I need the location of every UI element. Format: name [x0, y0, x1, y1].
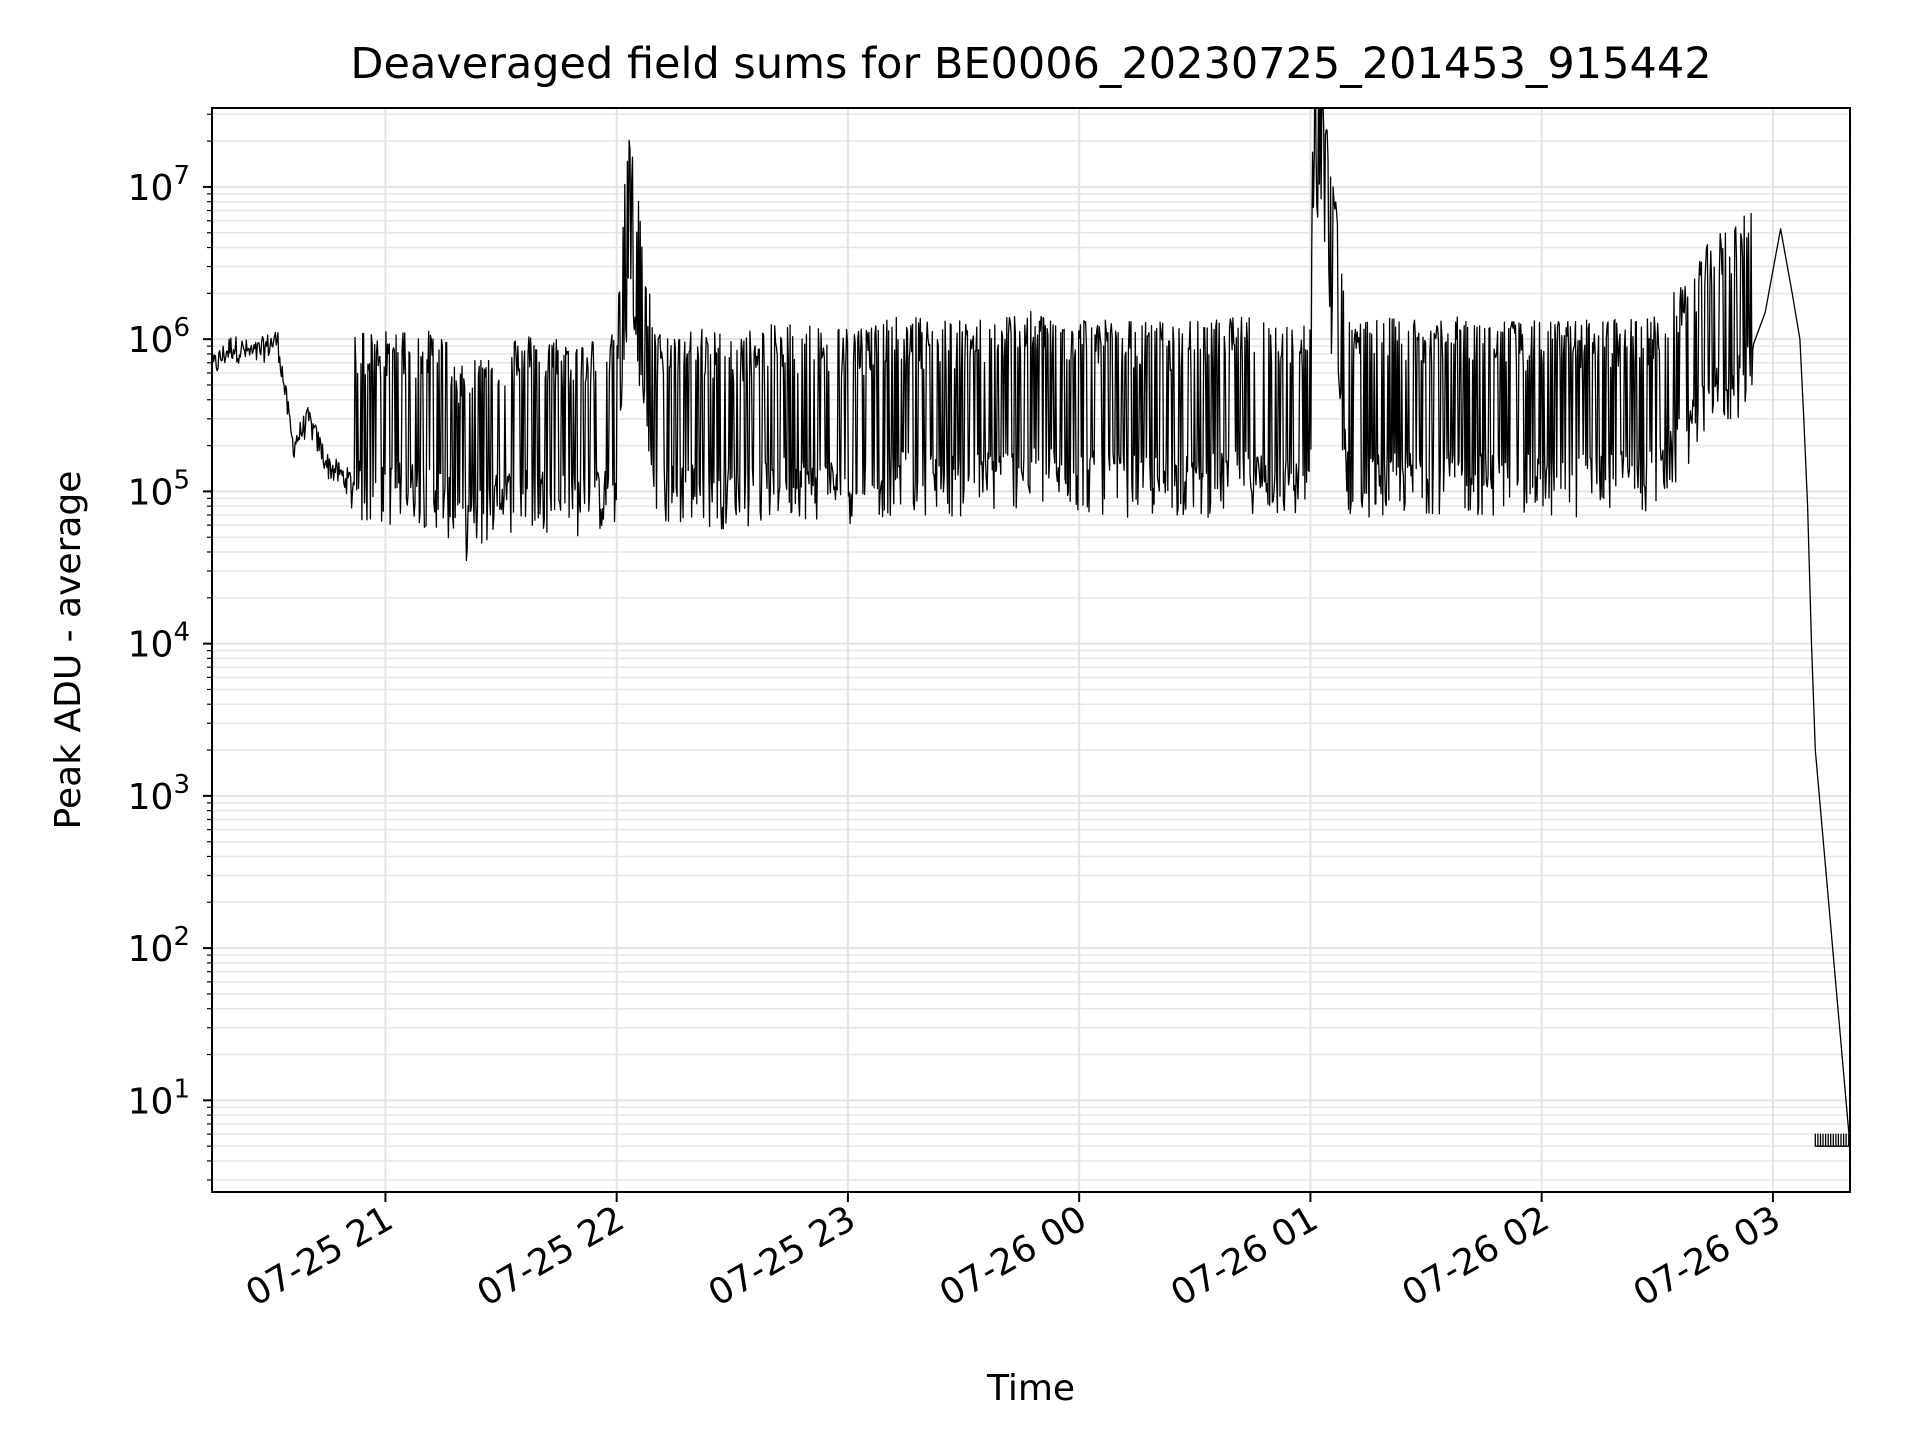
- y-tick-label: 106: [128, 313, 190, 361]
- plot-frame: [211, 107, 1851, 1193]
- chart-title: Deaveraged field sums for BE0006_2023072…: [350, 39, 1711, 89]
- y-tick-label: 105: [128, 465, 190, 513]
- y-tick-label: 104: [128, 618, 190, 666]
- series-layer: [212, 108, 1850, 1147]
- series-line: [212, 108, 1850, 1147]
- y-tick-label: 102: [128, 922, 190, 970]
- y-tick-label: 103: [128, 770, 190, 818]
- y-tick-label: 107: [128, 161, 190, 209]
- x-axis-label: Time: [986, 1368, 1075, 1409]
- y-axis-label: Peak ADU - average: [48, 471, 89, 830]
- y-tick-label: 101: [128, 1074, 190, 1122]
